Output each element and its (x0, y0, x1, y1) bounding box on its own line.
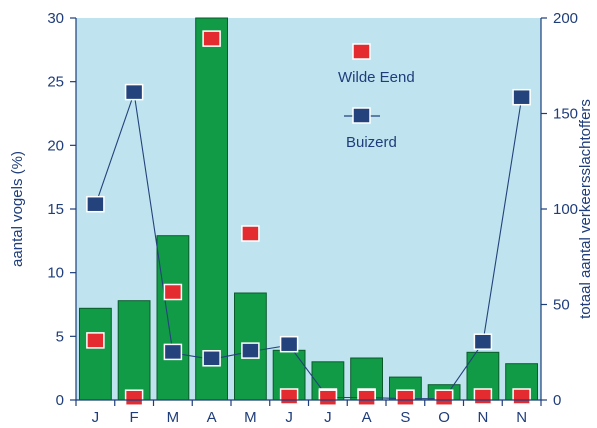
x-tick-label-3: A (207, 409, 217, 426)
y-tick-label-left-25: 25 (47, 74, 64, 91)
wilde-eend-marker-11 (512, 388, 531, 405)
y-tick-label-left-20: 20 (47, 137, 64, 154)
y-tick-label-right-0: 0 (553, 392, 561, 409)
wilde-eend-marker-5 (279, 388, 299, 405)
x-tick-label-4: M (244, 409, 257, 426)
wilde-eend-marker-4 (241, 225, 260, 242)
buizerd-marker-1 (124, 83, 144, 101)
x-tick-label-8: S (400, 409, 410, 426)
x-tick-label-5: J (285, 409, 293, 426)
y-tick-label-left-10: 10 (47, 265, 64, 282)
legend-swatch-buizerd (352, 107, 371, 124)
buizerd-line-series (94, 92, 523, 400)
y-tick-label-left-15: 15 (47, 201, 64, 218)
buizerd-line (94, 92, 523, 400)
bar-0 (79, 307, 112, 401)
buizerd-marker-4 (241, 342, 260, 359)
x-tick-label-6: J (324, 409, 332, 426)
x-tick-label-1: F (130, 409, 139, 426)
y-axis-title-left: aantal vogels (%) (9, 151, 26, 267)
axes: 0 5 10 15 20 25 30 0 50 100 150 200 J F M A M J J A S O N N (47, 10, 578, 426)
buizerd-marker-11 (512, 88, 531, 106)
wilde-eend-marker-1 (124, 389, 144, 406)
y-tick-label-right-150: 150 (553, 106, 578, 123)
x-tick-label-2: M (167, 409, 180, 426)
wilde-eend-marker-8 (396, 389, 415, 406)
buizerd-marker-0 (86, 195, 105, 213)
wilde-eend-marker-2 (163, 283, 183, 301)
plot-area (76, 18, 541, 400)
bar-3 (195, 17, 228, 401)
legend-label-wilde-eend: Wilde Eend (338, 69, 415, 86)
wilde-eend-marker-3 (202, 30, 221, 47)
y-tick-label-right-50: 50 (553, 297, 570, 314)
y-axis-title-right: totaal aantal verkeersslachtoffers (577, 99, 594, 319)
wilde-eend-marker-0 (86, 332, 105, 349)
buizerd-marker-3 (202, 350, 221, 367)
bar-2 (156, 235, 190, 401)
y-tick-label-left-0: 0 (56, 392, 64, 409)
y-tick-label-left-30: 30 (47, 10, 64, 27)
legend-label-buizerd: Buizerd (346, 134, 397, 151)
x-tick-label-10: N (477, 409, 488, 426)
x-tick-label-9: O (438, 409, 450, 426)
buizerd-marker-5 (279, 335, 299, 353)
wilde-eend-marker-7 (357, 389, 376, 406)
buizerd-marker-10 (473, 333, 493, 350)
wilde-eend-marker-6 (318, 389, 338, 406)
y-tick-label-left-5: 5 (56, 328, 64, 345)
buizerd-marker-2 (163, 343, 183, 361)
y-tick-label-right-200: 200 (553, 10, 578, 27)
x-tick-label-7: A (362, 409, 372, 426)
legend: Wilde Eend Buizerd (338, 43, 415, 151)
y-tick-label-right-100: 100 (553, 201, 578, 218)
bar-1 (117, 300, 151, 401)
wilde-eend-marker-10 (473, 388, 493, 405)
wilde-eend-marker-9 (434, 389, 454, 406)
x-tick-label-0: J (92, 409, 100, 426)
x-tick-label-11: N (516, 409, 527, 426)
legend-swatch-wilde-eend (352, 43, 371, 60)
